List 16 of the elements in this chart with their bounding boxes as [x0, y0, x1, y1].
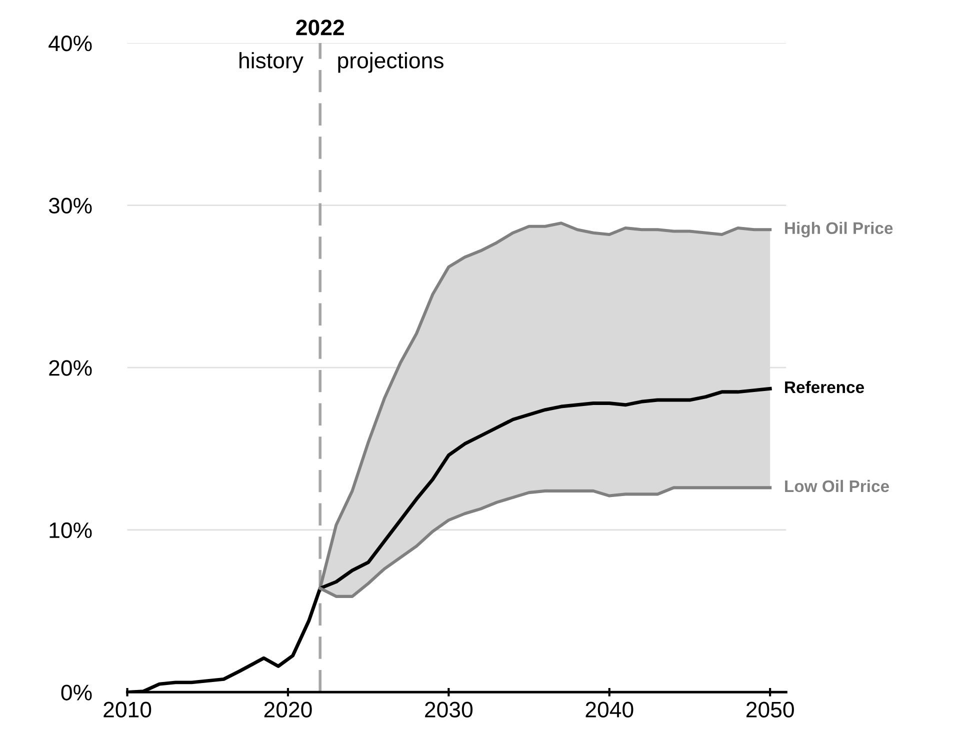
x-tick-label: 2050	[746, 702, 794, 718]
y-tick-label: 20%	[49, 360, 92, 376]
series-label: High Oil Price	[785, 222, 893, 238]
x-tick-label: 2030	[425, 702, 473, 718]
x-tick-label: 2020	[264, 702, 312, 718]
x-tick-label: 2010	[104, 702, 152, 718]
ref-line-label: 2022	[296, 20, 344, 36]
series-label: Reference	[785, 380, 864, 394]
series-label: Low Oil Price	[785, 480, 889, 492]
y-tick-label: 30%	[48, 198, 92, 214]
annotation: history	[240, 52, 304, 73]
annotation: projections	[338, 52, 444, 73]
y-tick-label: 40%	[48, 36, 92, 52]
y-tick-label: 10%	[50, 522, 92, 538]
x-tick-label: 2040	[586, 702, 634, 718]
y-tick-label: 0%	[61, 684, 92, 700]
